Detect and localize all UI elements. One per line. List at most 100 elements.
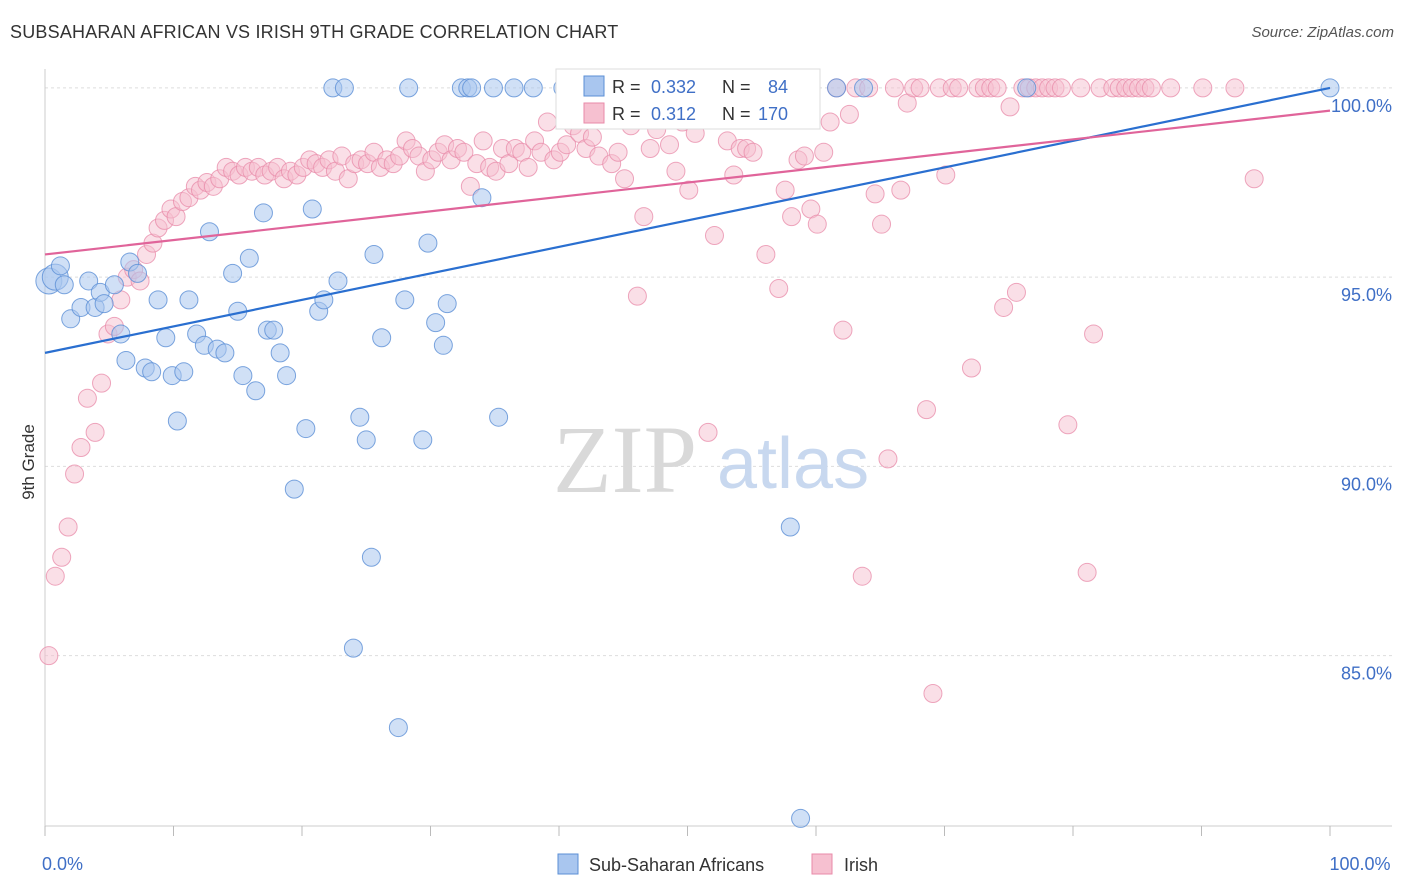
- subsaharan-point: [94, 294, 114, 314]
- irish-point: [961, 358, 981, 378]
- irish-point: [518, 157, 538, 177]
- irish-point: [634, 207, 654, 227]
- subsaharan-point: [791, 808, 811, 828]
- subsaharan-point: [361, 547, 381, 567]
- irish-point: [865, 184, 885, 204]
- irish-point: [58, 517, 78, 537]
- irish-point: [987, 78, 1007, 98]
- stats-pink-n-label: N =: [722, 104, 751, 124]
- irish-point: [1244, 169, 1264, 189]
- irish-point: [994, 297, 1014, 317]
- watermark: ZIP atlas: [553, 406, 869, 513]
- subsaharan-point: [215, 343, 235, 363]
- y-tick-label: 95.0%: [1341, 285, 1392, 305]
- axes: 0.0% 100.0%: [42, 69, 1392, 874]
- subsaharan-point: [437, 294, 457, 314]
- irish-point: [71, 438, 91, 457]
- subsaharan-point: [116, 350, 136, 370]
- subsaharan-point: [296, 419, 316, 439]
- subsaharan-point: [302, 199, 322, 219]
- irish-point: [917, 400, 937, 420]
- subsaharan-point: [426, 313, 446, 333]
- stats-blue-n-label: N =: [722, 77, 751, 97]
- irish-point: [52, 547, 72, 567]
- irish-point: [910, 78, 930, 98]
- subsaharan-point: [142, 362, 162, 382]
- subsaharan-point: [395, 290, 415, 310]
- irish-point: [1000, 97, 1020, 117]
- subsaharan-trendline: [44, 86, 1331, 354]
- x-tick-label: 0.0%: [42, 854, 83, 874]
- irish-point: [769, 279, 789, 299]
- irish-point: [1161, 78, 1181, 98]
- subsaharan-point: [827, 78, 847, 98]
- irish-point: [1071, 78, 1091, 98]
- gridlines: 85.0% 90.0% 95.0% 100.0%: [45, 87, 1392, 684]
- x-tick-label: 100.0%: [1329, 854, 1390, 874]
- irish-point: [782, 207, 802, 227]
- subsaharan-point: [350, 407, 370, 427]
- irish-point: [640, 138, 660, 158]
- y-tick-label: 90.0%: [1341, 474, 1392, 494]
- subsaharan-point: [128, 263, 148, 283]
- irish-point: [1006, 282, 1026, 302]
- irish-point: [814, 142, 834, 162]
- subsaharan-point: [399, 78, 419, 98]
- irish-point: [39, 646, 59, 666]
- subsaharan-point: [433, 335, 453, 355]
- subsaharan-point: [50, 256, 70, 276]
- legend-pink-swatch: [811, 853, 833, 875]
- irish-point: [872, 214, 892, 234]
- irish-point: [820, 112, 840, 132]
- subsaharan-point: [472, 188, 492, 208]
- stats-blue-r-label: R =: [612, 77, 641, 97]
- irish-point: [65, 464, 85, 484]
- irish-point: [1051, 78, 1071, 98]
- trendlines: [44, 86, 1331, 354]
- irish-point: [679, 180, 699, 200]
- irish-point: [949, 78, 969, 98]
- irish-point: [615, 169, 635, 189]
- irish-point: [891, 180, 911, 200]
- chart-title: SUBSAHARAN AFRICAN VS IRISH 9TH GRADE CO…: [10, 22, 619, 42]
- irish-point: [698, 422, 718, 442]
- y-tick-label: 85.0%: [1341, 664, 1392, 684]
- irish-point: [92, 373, 112, 393]
- irish-point: [537, 112, 557, 132]
- y-tick-label: 100.0%: [1331, 96, 1392, 116]
- irish-point: [1058, 415, 1078, 435]
- subsaharan-point: [104, 275, 124, 295]
- irish-point: [454, 142, 474, 162]
- subsaharan-point: [179, 290, 199, 310]
- subsaharan-point: [356, 430, 376, 450]
- watermark-zip: ZIP: [553, 406, 697, 513]
- subsaharan-point: [483, 78, 503, 98]
- subsaharan-point: [504, 78, 524, 98]
- irish-point: [833, 320, 853, 340]
- irish-point: [1225, 78, 1245, 98]
- subsaharan-point: [413, 430, 433, 450]
- legend-blue-label: Sub-Saharan Africans: [589, 855, 764, 875]
- irish-point: [704, 226, 724, 246]
- stats-pink-n-value: 170: [758, 104, 788, 124]
- subsaharan-point: [328, 271, 348, 291]
- subsaharan-point: [264, 320, 284, 340]
- irish-point: [582, 127, 602, 147]
- subsaharan-point: [79, 271, 99, 291]
- irish-points: [39, 78, 1264, 704]
- irish-point: [884, 78, 904, 98]
- subsaharan-point: [174, 362, 194, 382]
- legend-pink-label: Irish: [844, 855, 878, 875]
- irish-point: [1193, 78, 1213, 98]
- subsaharan-point: [854, 78, 874, 98]
- subsaharan-point: [156, 328, 176, 348]
- stats-blue-swatch: [583, 75, 605, 97]
- irish-point: [794, 146, 814, 166]
- stats-pink-swatch: [583, 102, 605, 124]
- irish-point: [557, 135, 577, 155]
- irish-point: [85, 422, 105, 442]
- subsaharan-point: [246, 381, 266, 401]
- irish-point: [45, 566, 65, 586]
- irish-point: [807, 214, 827, 234]
- subsaharan-point: [167, 411, 187, 431]
